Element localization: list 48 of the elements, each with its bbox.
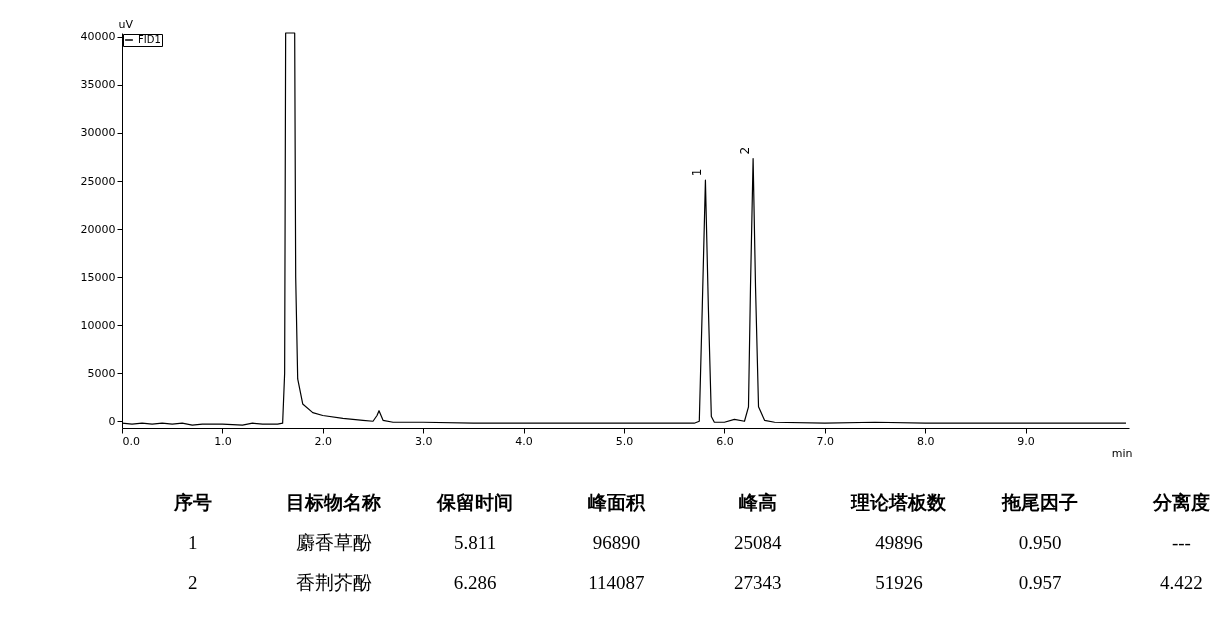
x-tick-label: 8.0 xyxy=(916,434,935,448)
category-label: 分离度 xyxy=(1151,491,1210,513)
y-tick-label: 35000 xyxy=(80,78,116,92)
y-tick-label: 30000 xyxy=(80,126,116,140)
category-label: 理论塔板数 xyxy=(850,491,948,513)
x-tick-label: 9.0 xyxy=(1017,434,1035,448)
text: 4.422 xyxy=(1160,572,1203,593)
category-label: 目标物名称 xyxy=(286,491,382,513)
y-axis-title: uV xyxy=(118,17,134,31)
text: 0.957 xyxy=(1018,572,1062,593)
category-label: 保留时间 xyxy=(436,491,514,513)
y-tick-label: 15000 xyxy=(80,270,116,284)
x-tick-label: 4.0 xyxy=(515,434,533,448)
text: 96890 xyxy=(592,532,641,553)
category-label: 峰面积 xyxy=(587,491,646,513)
text: --- xyxy=(1171,532,1191,553)
category-label: 拖尾因子 xyxy=(1001,491,1079,513)
x-tick-label: 6.0 xyxy=(716,434,734,448)
text: 5.811 xyxy=(454,532,497,553)
x-tick-label: 7.0 xyxy=(816,434,835,448)
y-tick-label: 0 xyxy=(108,414,116,428)
text: 香荆芥酚 xyxy=(295,572,372,593)
text: 25084 xyxy=(733,532,782,553)
text: 27343 xyxy=(733,572,782,593)
x-tick-label: 2.0 xyxy=(314,434,333,448)
y-tick-label: 40000 xyxy=(80,30,116,44)
x-axis-title: min xyxy=(1111,446,1133,460)
text: 0.950 xyxy=(1018,532,1062,553)
text: 114087 xyxy=(588,572,645,593)
text: 1 xyxy=(187,532,198,553)
y-tick-label: 20000 xyxy=(80,222,116,236)
legend-label: FID1 xyxy=(138,34,161,45)
annotation: 1 xyxy=(690,168,705,177)
text: 49896 xyxy=(875,532,923,553)
y-tick-label: 25000 xyxy=(80,174,116,188)
category-label: 序号 xyxy=(172,491,212,513)
x-tick-label: 3.0 xyxy=(414,434,433,448)
x-tick-label: 1.0 xyxy=(214,434,232,448)
x-tick-label: 0.0 xyxy=(122,434,140,448)
annotation: 2 xyxy=(738,146,753,155)
text: 麝香草酚 xyxy=(295,532,372,553)
y-tick-label: 5000 xyxy=(87,366,116,380)
text: 51926 xyxy=(875,572,923,593)
y-tick-label: 10000 xyxy=(80,318,116,332)
x-tick-label: 5.0 xyxy=(615,434,634,448)
category-label: 峰高 xyxy=(738,491,777,513)
text: 2 xyxy=(187,572,198,593)
text: 6.286 xyxy=(453,572,497,593)
